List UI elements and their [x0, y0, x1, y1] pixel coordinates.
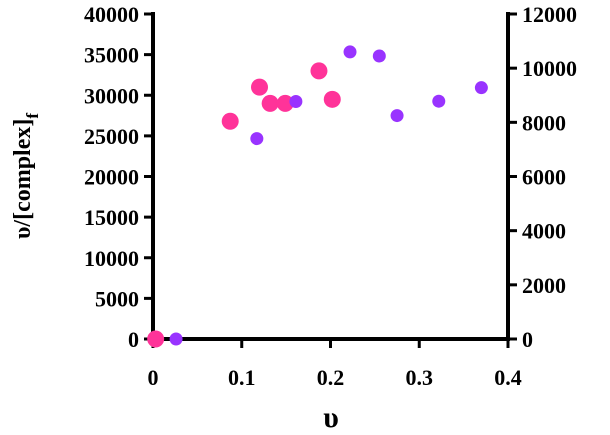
y-tick-label-5: 25000	[84, 124, 139, 149]
x-tick-label-2: 0.2	[317, 365, 345, 390]
tick-labels: 0 0.1 0.2 0.3 0.4050001000015000200002500030…	[84, 2, 577, 390]
series-0-point-6	[323, 90, 341, 108]
y-tick-label-7: 35000	[84, 43, 139, 68]
y2-tick-label-3: 6000	[522, 165, 566, 190]
series-1-point-5	[390, 109, 404, 123]
series-0-point-3	[261, 94, 279, 112]
series-0-point-0	[147, 330, 165, 348]
series-1-point-0	[169, 332, 183, 346]
x-tick-label-1: 0.1	[228, 365, 256, 390]
y2-tick-label-6: 12000	[522, 2, 577, 27]
y2-tick-label-5: 10000	[522, 56, 577, 81]
y-tick-label-8: 40000	[84, 2, 139, 27]
y-tick-label-6: 30000	[84, 83, 139, 108]
x-tick-label-3: 0.3	[406, 365, 434, 390]
y2-tick-label-2: 4000	[522, 219, 566, 244]
y2-tick-label-4: 8000	[522, 110, 566, 135]
series-1-point-3	[343, 45, 357, 59]
y-tick-label-3: 15000	[84, 205, 139, 230]
series-0-point-4	[276, 94, 294, 112]
axes	[151, 12, 510, 341]
series-1-point-7	[474, 81, 488, 95]
y-axis-title-subscript: f	[23, 113, 42, 119]
data-points	[147, 45, 488, 348]
ticks	[144, 12, 517, 348]
series-1-point-6	[432, 94, 446, 108]
series-0-point-1	[221, 112, 239, 130]
series-0-point-2	[251, 78, 268, 96]
x-tick-label-0: 0	[148, 365, 159, 390]
series-0-point-5	[310, 62, 328, 80]
series-1-point-2	[289, 94, 303, 108]
x-axis-title: υ	[323, 401, 339, 434]
series-1-point-4	[372, 49, 386, 63]
y-axis-title: υ/[complex]f	[10, 113, 42, 239]
y-tick-label-0: 0	[128, 327, 139, 352]
y-tick-label-1: 5000	[95, 286, 139, 311]
y2-tick-label-1: 2000	[522, 273, 566, 298]
y-tick-label-4: 20000	[84, 165, 139, 190]
x-tick-label-4: 0.4	[494, 365, 522, 390]
y-tick-label-2: 10000	[84, 246, 139, 271]
series-1-point-1	[250, 132, 264, 146]
y2-tick-label-0: 0	[522, 327, 533, 352]
y-axis-title-main: υ/[complex]	[10, 119, 36, 239]
